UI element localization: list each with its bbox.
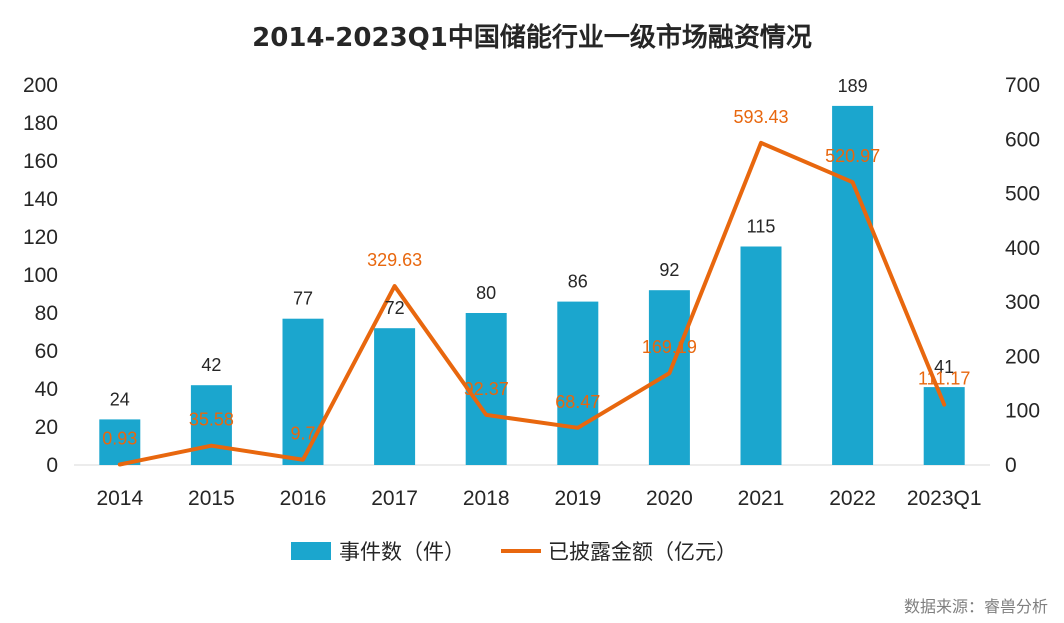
right-axis-tick: 100 [1005, 400, 1040, 423]
line-value-label: 520.97 [825, 146, 880, 166]
bar [465, 313, 507, 465]
bar-value-label: 92 [659, 260, 679, 280]
x-axis-tick: 2023Q1 [907, 487, 982, 510]
x-axis-tick: 2018 [463, 487, 510, 510]
line-value-label: 111.17 [918, 369, 970, 389]
x-axis-tick: 2017 [371, 487, 418, 510]
x-axis-tick: 2022 [829, 487, 876, 510]
left-axis-tick: 180 [23, 112, 58, 135]
line-value-label: 329.63 [367, 250, 422, 270]
line-value-label: 92.37 [464, 379, 509, 399]
legend: 事件数（件） 已披露金额（亿元） [291, 540, 737, 564]
left-axis-tick: 60 [35, 340, 58, 363]
left-axis-tick: 40 [35, 378, 58, 401]
left-y-axis: 0 20 40 60 80 100 120 140 160 180 200 [23, 74, 58, 477]
line-series [117, 140, 947, 467]
series-line [117, 140, 947, 467]
left-axis-tick: 160 [23, 150, 58, 173]
source-note: 数据来源：睿兽分析 [904, 597, 1048, 616]
bar-value-label: 80 [476, 283, 496, 303]
right-axis-tick: 500 [1005, 183, 1040, 206]
x-axis-tick: 2016 [280, 487, 327, 510]
bar [557, 301, 599, 465]
line-value-labels: 0.93 35.58 9.7 329.63 92.37 68.47 169.19 593.43… [102, 107, 970, 449]
line-value-label: 68.47 [555, 392, 600, 412]
x-axis-tick: 2019 [554, 487, 601, 510]
left-axis-tick: 200 [23, 74, 58, 97]
line-value-label: 35.58 [189, 410, 234, 430]
bar [99, 419, 141, 465]
bar-value-label: 42 [201, 355, 221, 375]
line-value-label: 169.19 [642, 337, 697, 357]
legend-bar-label: 事件数（件） [339, 540, 465, 564]
left-axis-tick: 140 [23, 188, 58, 211]
bar-value-label: 115 [747, 217, 776, 237]
x-axis-ticks: 2014 2015 2016 2017 2018 2019 2020 2021 2022 2023… [96, 487, 981, 510]
bar [190, 385, 232, 465]
bar-value-labels: 24 42 77 72 80 86 92 115 189 41 [110, 76, 954, 409]
x-axis-tick: 2021 [738, 487, 785, 510]
right-axis-tick: 700 [1005, 74, 1040, 97]
bar-value-label: 72 [385, 298, 405, 318]
bar [923, 387, 965, 465]
line-value-label: 9.7 [290, 424, 315, 444]
line-value-label: 593.43 [733, 107, 788, 127]
right-axis-tick: 400 [1005, 237, 1040, 260]
bar [740, 246, 782, 465]
chart-title: 2014-2023Q1中国储能行业一级市场融资情况 [252, 22, 812, 53]
bar-value-label: 24 [110, 389, 130, 409]
legend-line-label: 已披露金额（亿元） [548, 540, 737, 564]
x-axis-tick: 2015 [188, 487, 235, 510]
bar [832, 105, 874, 466]
right-y-axis: 0 100 200 300 400 500 600 700 [1005, 74, 1040, 477]
bar [648, 290, 690, 465]
bar-value-label: 189 [838, 76, 868, 96]
right-axis-tick: 200 [1005, 345, 1040, 368]
left-axis-tick: 80 [35, 302, 58, 325]
x-axis-tick: 2014 [96, 487, 143, 510]
right-axis-tick: 600 [1005, 128, 1040, 151]
line-value-label: 0.93 [102, 428, 137, 448]
right-axis-tick: 300 [1005, 291, 1040, 314]
left-axis-tick: 100 [23, 264, 58, 287]
left-axis-tick: 0 [46, 454, 58, 477]
bar [374, 328, 416, 465]
bar-series [99, 105, 965, 466]
bar [282, 318, 324, 465]
right-axis-tick: 0 [1005, 454, 1017, 477]
left-axis-tick: 20 [35, 416, 58, 439]
left-axis-tick: 120 [23, 226, 58, 249]
legend-bar-swatch [291, 542, 331, 560]
bar-value-label: 77 [293, 289, 313, 309]
x-axis-tick: 2020 [646, 487, 693, 510]
bar-value-label: 86 [568, 272, 588, 292]
bar-value-label: 41 [934, 357, 954, 377]
